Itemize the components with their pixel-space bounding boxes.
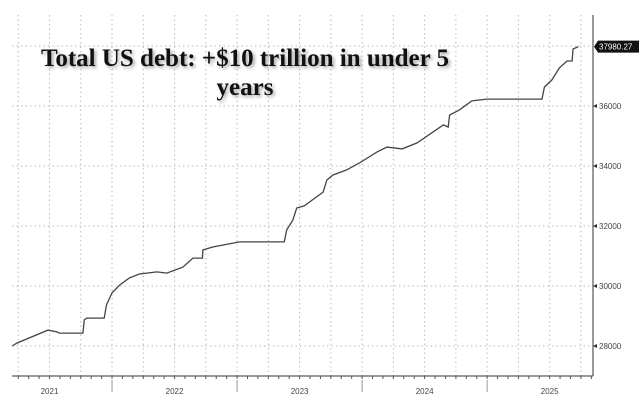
chart-title: Total US debt: +$10 trillion in under 5 … — [40, 45, 450, 101]
y-tick-label: 34000 — [599, 162, 622, 171]
x-tick-label: 2024 — [416, 387, 434, 396]
grid — [12, 15, 593, 376]
y-tick-marker — [593, 224, 597, 228]
y-tick-marker — [593, 284, 597, 288]
y-tick-label: 36000 — [599, 102, 622, 111]
x-tick-label: 2025 — [541, 387, 559, 396]
y-tick-label: 32000 — [599, 222, 622, 231]
axes — [12, 15, 597, 392]
tick-labels: 2021 2022 2023 2024 2025 28000 30000 32000 34000… — [41, 102, 622, 396]
x-tick-label: 2021 — [41, 387, 59, 396]
y-tick-label: 28000 — [599, 342, 622, 351]
last-value-text: 37980.27 — [599, 43, 633, 52]
y-tick-marker — [593, 104, 597, 108]
y-tick-label: 30000 — [599, 282, 622, 291]
series-line-total-debt — [11, 46, 579, 347]
y-tick-marker — [593, 164, 597, 168]
last-value-label: 37980.27 — [594, 40, 639, 53]
x-tick-label: 2022 — [166, 387, 184, 396]
y-tick-marker — [593, 344, 597, 348]
x-tick-label: 2023 — [291, 387, 309, 396]
